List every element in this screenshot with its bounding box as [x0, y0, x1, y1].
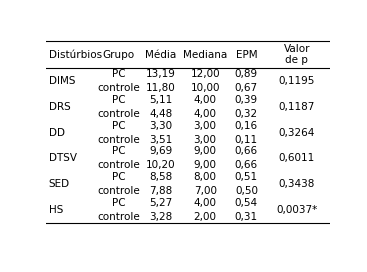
Text: 0,1187: 0,1187	[279, 102, 315, 112]
Text: PC
controle: PC controle	[97, 69, 140, 93]
Text: HS: HS	[49, 205, 63, 215]
Text: 0,16
0,11: 0,16 0,11	[235, 121, 258, 145]
Text: PC
controle: PC controle	[97, 121, 140, 145]
Text: 8,00
7,00: 8,00 7,00	[194, 172, 217, 196]
Text: 3,00
3,00: 3,00 3,00	[194, 121, 217, 145]
Text: DD: DD	[49, 128, 65, 138]
Text: 9,69
10,20: 9,69 10,20	[146, 146, 176, 171]
Text: PC
controle: PC controle	[97, 172, 140, 196]
Text: 0,3438: 0,3438	[279, 179, 315, 189]
Text: 0,66
0,66: 0,66 0,66	[235, 146, 258, 171]
Text: SED: SED	[49, 179, 70, 189]
Text: 0,54
0,31: 0,54 0,31	[235, 198, 258, 222]
Text: 0,51
0,50: 0,51 0,50	[235, 172, 258, 196]
Text: 0,0037*: 0,0037*	[276, 205, 317, 215]
Text: EPM: EPM	[236, 50, 257, 60]
Text: Mediana: Mediana	[183, 50, 227, 60]
Text: 5,27
3,28: 5,27 3,28	[149, 198, 173, 222]
Text: 8,58
7,88: 8,58 7,88	[149, 172, 173, 196]
Text: Valor
de p: Valor de p	[284, 44, 310, 66]
Text: 12,00
10,00: 12,00 10,00	[190, 69, 220, 93]
Text: Grupo: Grupo	[102, 50, 134, 60]
Text: 4,00
2,00: 4,00 2,00	[194, 198, 217, 222]
Text: 13,19
11,80: 13,19 11,80	[146, 69, 176, 93]
Text: 9,00
9,00: 9,00 9,00	[194, 146, 217, 171]
Text: DRS: DRS	[49, 102, 70, 112]
Text: DIMS: DIMS	[49, 76, 75, 86]
Text: 0,3264: 0,3264	[279, 128, 315, 138]
Text: PC
controle: PC controle	[97, 95, 140, 119]
Text: Média: Média	[145, 50, 177, 60]
Text: 0,1195: 0,1195	[279, 76, 315, 86]
Text: Distúrbios: Distúrbios	[49, 50, 102, 60]
Text: 4,00
4,00: 4,00 4,00	[194, 95, 217, 119]
Text: PC
controle: PC controle	[97, 146, 140, 171]
Text: 0,39
0,32: 0,39 0,32	[235, 95, 258, 119]
Text: DTSV: DTSV	[49, 153, 77, 163]
Text: 5,11
4,48: 5,11 4,48	[149, 95, 173, 119]
Text: 3,30
3,51: 3,30 3,51	[149, 121, 173, 145]
Text: 0,89
0,67: 0,89 0,67	[235, 69, 258, 93]
Text: PC
controle: PC controle	[97, 198, 140, 222]
Text: 0,6011: 0,6011	[279, 153, 315, 163]
